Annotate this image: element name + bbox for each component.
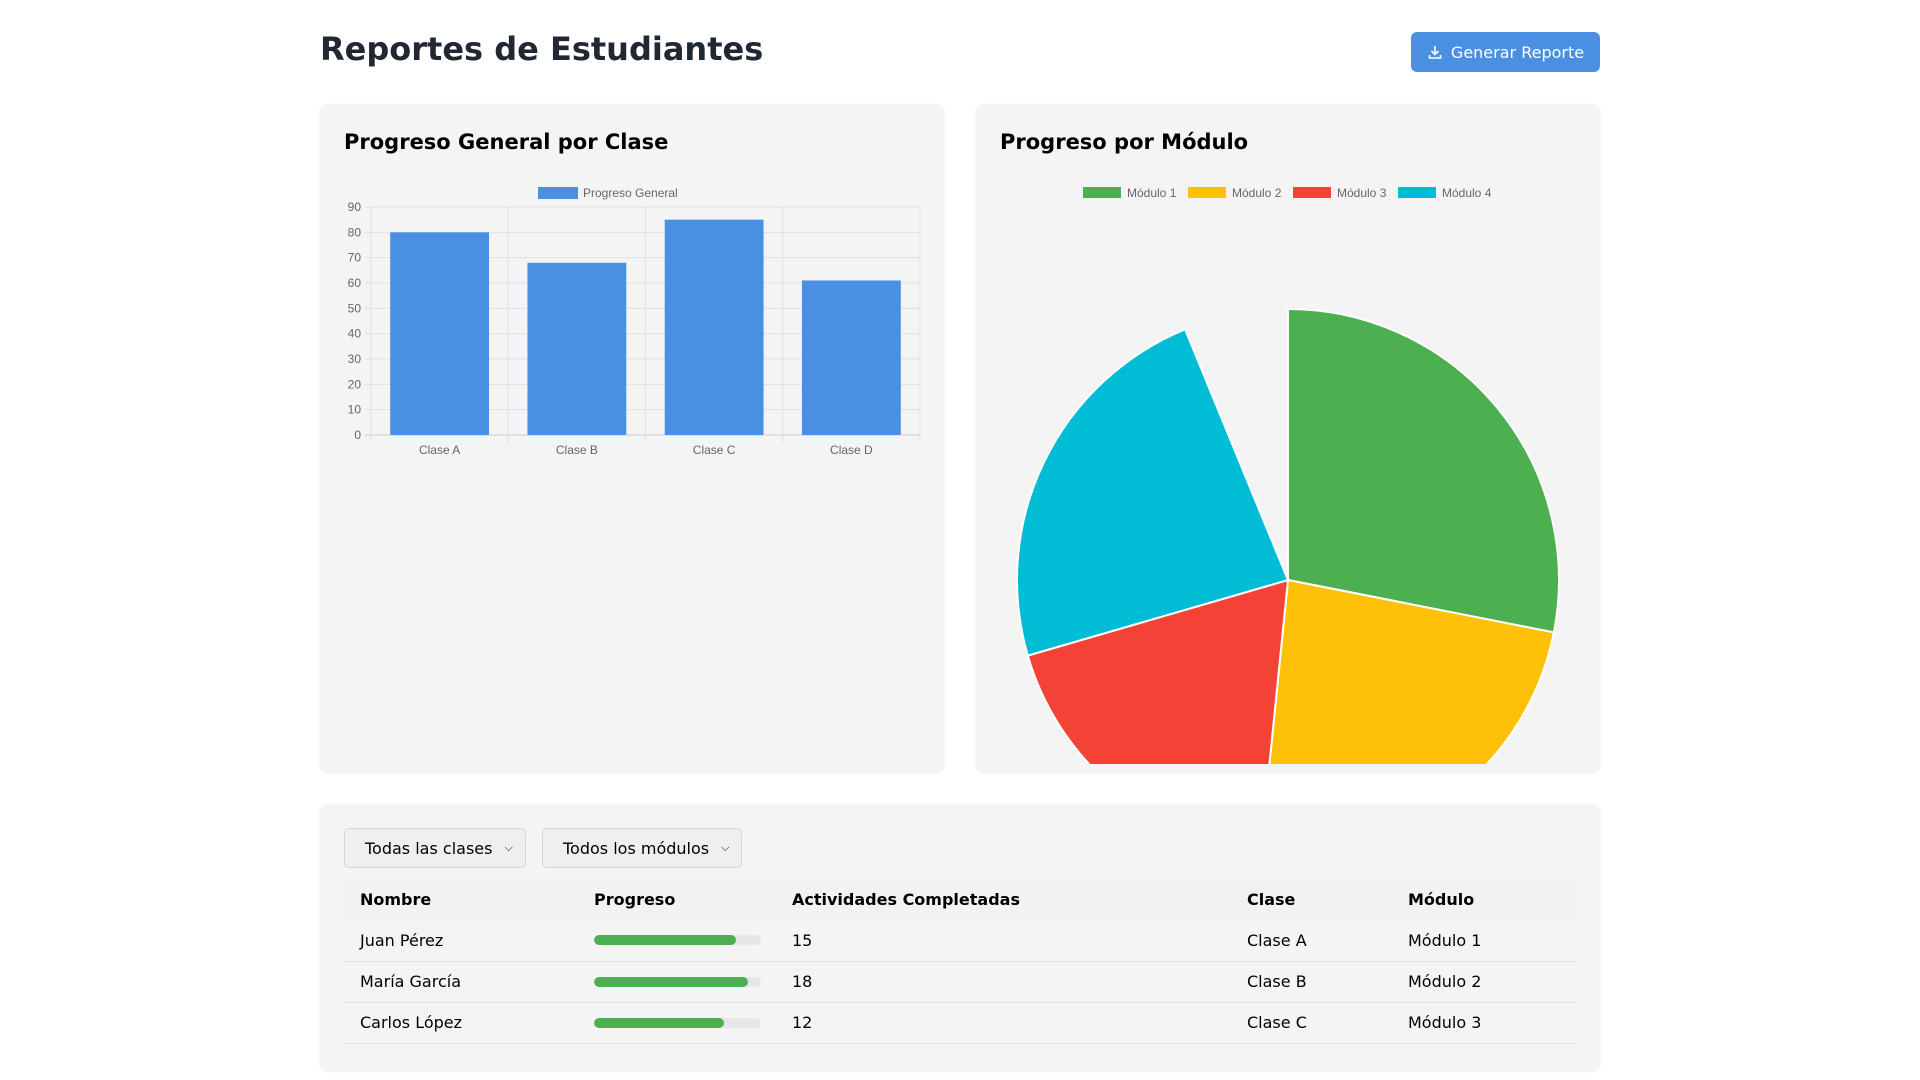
chevron-down-icon: ⌵: [721, 841, 730, 854]
y-tick-label: 60: [348, 276, 362, 290]
generate-report-button[interactable]: Generar Reporte: [1411, 32, 1600, 72]
class-filter-value: Todas las clases: [365, 838, 493, 858]
cell-module: Módulo 3: [1392, 1002, 1576, 1044]
cell-progress: [578, 1002, 776, 1044]
cell-name: María García: [344, 961, 578, 1003]
pie-slice-1: [1287, 307, 1560, 634]
students-table: Nombre Progreso Actividades Completadas …: [344, 878, 1576, 1044]
table-row: María García 18 Clase B Módulo 2: [344, 961, 1576, 1003]
cell-activities: 18: [776, 961, 1231, 1003]
x-tick-label: Clase C: [693, 443, 736, 457]
progress-bar: [594, 1017, 761, 1028]
progress-fill: [594, 976, 748, 987]
table-row: Carlos López 12 Clase C Módulo 3: [344, 1002, 1576, 1044]
chevron-down-icon: ⌵: [504, 841, 513, 854]
x-tick-label: Clase B: [556, 443, 598, 457]
legend-swatch: [538, 187, 578, 199]
pie-slice-4: [1016, 327, 1290, 657]
y-tick-label: 80: [348, 225, 362, 239]
x-tick-label: Clase D: [830, 443, 873, 457]
progress-fill: [594, 1017, 725, 1028]
legend-swatch: [1398, 187, 1436, 198]
cell-progress: [578, 961, 776, 1003]
legend-label: Progreso General: [583, 186, 678, 200]
legend-swatch: [1083, 187, 1121, 198]
header-clase: Clase: [1231, 878, 1392, 920]
bar-clase-c: [664, 219, 764, 435]
bar-clase-d: [801, 280, 901, 435]
y-tick-label: 70: [348, 251, 362, 265]
header-progreso: Progreso: [578, 878, 776, 920]
pie-chart-title: Progreso por Módulo: [1000, 130, 1249, 154]
cell-class: Clase C: [1231, 1002, 1392, 1044]
generate-report-label: Generar Reporte: [1450, 42, 1585, 62]
bar-chart-card: Progreso General por Clase Progreso Gene…: [320, 104, 944, 772]
progress-bar: [594, 935, 761, 946]
legend-label: Módulo 4: [1442, 186, 1492, 200]
y-tick-label: 40: [348, 327, 362, 341]
module-filter-select[interactable]: Todos los módulos ⌵: [542, 828, 743, 868]
module-filter-value: Todos los módulos: [563, 838, 710, 858]
bar-chart-title: Progreso General por Clase: [344, 130, 669, 154]
cell-progress: [578, 920, 776, 962]
cell-activities: 12: [776, 1002, 1231, 1044]
bar-chart: Progreso General 0 10 20 30 40 50 60 70 80 90 Clase…: [348, 186, 921, 457]
cell-activities: 15: [776, 920, 1231, 962]
legend-swatch: [1293, 187, 1331, 198]
cell-name: Juan Pérez: [344, 920, 578, 962]
y-tick-label: 90: [348, 200, 362, 214]
legend-label: Módulo 2: [1232, 186, 1282, 200]
cell-class: Clase A: [1231, 920, 1392, 962]
pie-slice-3: [1026, 578, 1290, 764]
cell-module: Módulo 2: [1392, 961, 1576, 1003]
header-actividades: Actividades Completadas: [776, 878, 1231, 920]
progress-fill: [594, 935, 736, 946]
y-tick-label: 30: [348, 352, 362, 366]
y-tick-label: 0: [354, 428, 361, 442]
class-filter-select[interactable]: Todas las clases ⌵: [344, 828, 526, 868]
bar-clase-a: [390, 232, 490, 435]
pie-chart-card: Progreso por Módulo Módulo 1 Módulo 2 Módu…: [976, 104, 1600, 772]
cell-name: Carlos López: [344, 1002, 578, 1044]
y-tick-label: 10: [348, 403, 362, 417]
y-tick-label: 50: [348, 301, 362, 315]
cell-class: Clase B: [1231, 961, 1392, 1003]
pie-chart: Módulo 1 Módulo 2 Módulo 3 Módulo 4: [1016, 186, 1560, 764]
bar-clase-b: [527, 262, 627, 435]
header-nombre: Nombre: [344, 878, 578, 920]
legend-label: Módulo 3: [1337, 186, 1387, 200]
header-modulo: Módulo: [1392, 878, 1576, 920]
x-tick-label: Clase A: [419, 443, 460, 457]
y-tick-label: 20: [348, 377, 362, 391]
cell-module: Módulo 1: [1392, 920, 1576, 962]
download-icon: [1428, 46, 1442, 59]
progress-bar: [594, 976, 761, 987]
legend-swatch: [1188, 187, 1226, 198]
table-row: Juan Pérez 15 Clase A Módulo 1: [344, 920, 1576, 962]
students-table-card: Todas las clases ⌵ Todos los módulos ⌵ Nom…: [320, 804, 1600, 1070]
pie-slice-2: [1268, 578, 1556, 764]
page-title: Reportes de Estudiantes: [320, 30, 764, 68]
table-header-row: Nombre Progreso Actividades Completadas …: [344, 878, 1576, 920]
legend-label: Módulo 1: [1127, 186, 1177, 200]
